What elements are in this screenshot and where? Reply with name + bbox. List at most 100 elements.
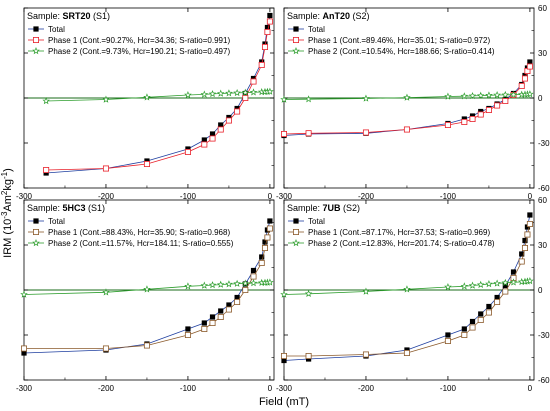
point-phase1 bbox=[102, 345, 109, 352]
point-total bbox=[209, 314, 216, 320]
point-phase1 bbox=[477, 316, 484, 323]
point-phase2 bbox=[249, 88, 258, 96]
legend: Total Phase 1 (Cont.=87.17%, Hcr=37.53; S… bbox=[288, 217, 495, 248]
point-phase2 bbox=[362, 94, 370, 102]
point-phase2 bbox=[460, 92, 469, 100]
point-phase1 bbox=[261, 44, 268, 51]
point-phase1 bbox=[234, 298, 241, 305]
point-phase1 bbox=[258, 259, 265, 266]
point-total bbox=[461, 326, 467, 332]
point-total bbox=[234, 294, 240, 301]
point-phase1 bbox=[266, 225, 273, 232]
point-phase2 bbox=[143, 93, 151, 101]
point-phase2 bbox=[460, 282, 469, 290]
x-tick-label: -300 bbox=[276, 384, 293, 393]
point-phase1 bbox=[242, 286, 249, 293]
point-phase2 bbox=[304, 95, 313, 103]
legend: Total Phase 1 (Cont.=90.27%, Hcr=34.36; S… bbox=[28, 25, 230, 56]
point-total bbox=[201, 320, 207, 326]
point-total bbox=[218, 308, 224, 314]
legend-label-total: Total bbox=[48, 25, 65, 34]
point-phase2 bbox=[225, 89, 233, 97]
point-phase2 bbox=[509, 278, 518, 286]
legend-marker-phase2 bbox=[32, 47, 40, 55]
y-tick-label: -30 bbox=[538, 139, 550, 148]
point-phase2 bbox=[493, 91, 501, 99]
point-phase1 bbox=[209, 135, 216, 142]
point-phase1 bbox=[280, 130, 287, 137]
point-phase2 bbox=[362, 287, 370, 295]
legend-marker-total bbox=[33, 218, 39, 224]
point-phase2 bbox=[509, 90, 518, 98]
legend-label-phase2: Phase 2 (Cont.=11.57%, Hcr=184.11; S-rat… bbox=[48, 239, 234, 248]
point-phase1 bbox=[143, 342, 150, 349]
point-total bbox=[502, 282, 508, 289]
x-tick-label: -200 bbox=[358, 384, 375, 393]
legend-label-phase1: Phase 1 (Cont.=90.27%, Hcr=34.36; S-rati… bbox=[48, 36, 230, 45]
point-total bbox=[262, 239, 268, 245]
x-tick-label: 0 bbox=[268, 192, 273, 201]
point-phase1 bbox=[502, 288, 509, 295]
point-phase1 bbox=[264, 28, 271, 35]
point-total bbox=[478, 311, 484, 317]
legend-marker-phase1 bbox=[292, 37, 299, 44]
point-phase1 bbox=[305, 352, 312, 359]
point-phase1 bbox=[225, 306, 232, 313]
point-total bbox=[21, 350, 27, 356]
x-tick-label: -100 bbox=[180, 192, 197, 201]
point-phase2 bbox=[280, 290, 288, 298]
point-phase1 bbox=[521, 75, 528, 82]
point-phase2 bbox=[468, 281, 477, 289]
point-phase1 bbox=[444, 337, 451, 344]
point-phase1 bbox=[461, 331, 468, 338]
point-phase2 bbox=[208, 89, 217, 98]
point-phase2 bbox=[444, 92, 452, 100]
point-total bbox=[510, 269, 517, 275]
legend-marker-phase1 bbox=[33, 228, 40, 235]
point-phase1 bbox=[43, 166, 50, 173]
point-phase1 bbox=[521, 244, 528, 251]
x-tick-label: -300 bbox=[16, 192, 33, 201]
x-tick-label: -300 bbox=[16, 384, 33, 393]
point-phase2 bbox=[233, 88, 241, 97]
x-tick-label: -300 bbox=[276, 192, 293, 201]
point-phase2 bbox=[241, 88, 250, 96]
point-phase1 bbox=[225, 117, 232, 124]
point-phase1 bbox=[201, 325, 208, 332]
point-phase1 bbox=[494, 298, 501, 305]
point-phase2 bbox=[444, 283, 452, 291]
legend-marker-phase2 bbox=[32, 239, 40, 247]
legend-label-total: Total bbox=[48, 217, 65, 226]
point-phase1 bbox=[444, 122, 451, 129]
point-phase2 bbox=[200, 281, 209, 289]
point-phase2 bbox=[501, 278, 510, 287]
point-total bbox=[264, 24, 271, 31]
point-total bbox=[267, 12, 273, 19]
point-total bbox=[527, 212, 533, 218]
point-phase1 bbox=[461, 119, 468, 126]
point-total bbox=[185, 326, 191, 332]
point-phase2 bbox=[102, 288, 110, 296]
legend: Total Phase 1 (Cont.=88.43%, Hcr=35.90; S… bbox=[28, 217, 234, 248]
point-phase2 bbox=[249, 279, 258, 287]
panel-srt20: -300 -200 -100 0 Sample: SRT20 (S1) Total Phas… bbox=[16, 7, 275, 201]
point-phase1 bbox=[305, 130, 312, 137]
panel-title: Sample: 7UB (S2) bbox=[287, 203, 360, 213]
panel-7ub: -300 -200 -100 0 60 30 0 -30 -60 Sample: 7UB (S2)… bbox=[276, 196, 550, 393]
panel-title: Sample: 5HC3 (S1) bbox=[27, 203, 105, 213]
legend-label-total: Total bbox=[308, 25, 325, 34]
point-total bbox=[250, 267, 257, 274]
point-total bbox=[209, 131, 216, 137]
y-tick-label: 60 bbox=[538, 4, 547, 13]
y-tick-label: 30 bbox=[538, 49, 547, 58]
point-phase2 bbox=[20, 290, 28, 298]
point-phase1 bbox=[526, 220, 533, 227]
point-phase2 bbox=[266, 278, 274, 286]
legend-label-phase2: Phase 2 (Cont.=12.83%, Hcr=201.74; S-rat… bbox=[308, 239, 495, 248]
x-tick-label: -100 bbox=[440, 192, 457, 201]
point-phase1 bbox=[524, 231, 531, 238]
point-phase1 bbox=[494, 102, 501, 109]
point-phase2 bbox=[485, 280, 493, 288]
point-phase1 bbox=[362, 129, 369, 136]
